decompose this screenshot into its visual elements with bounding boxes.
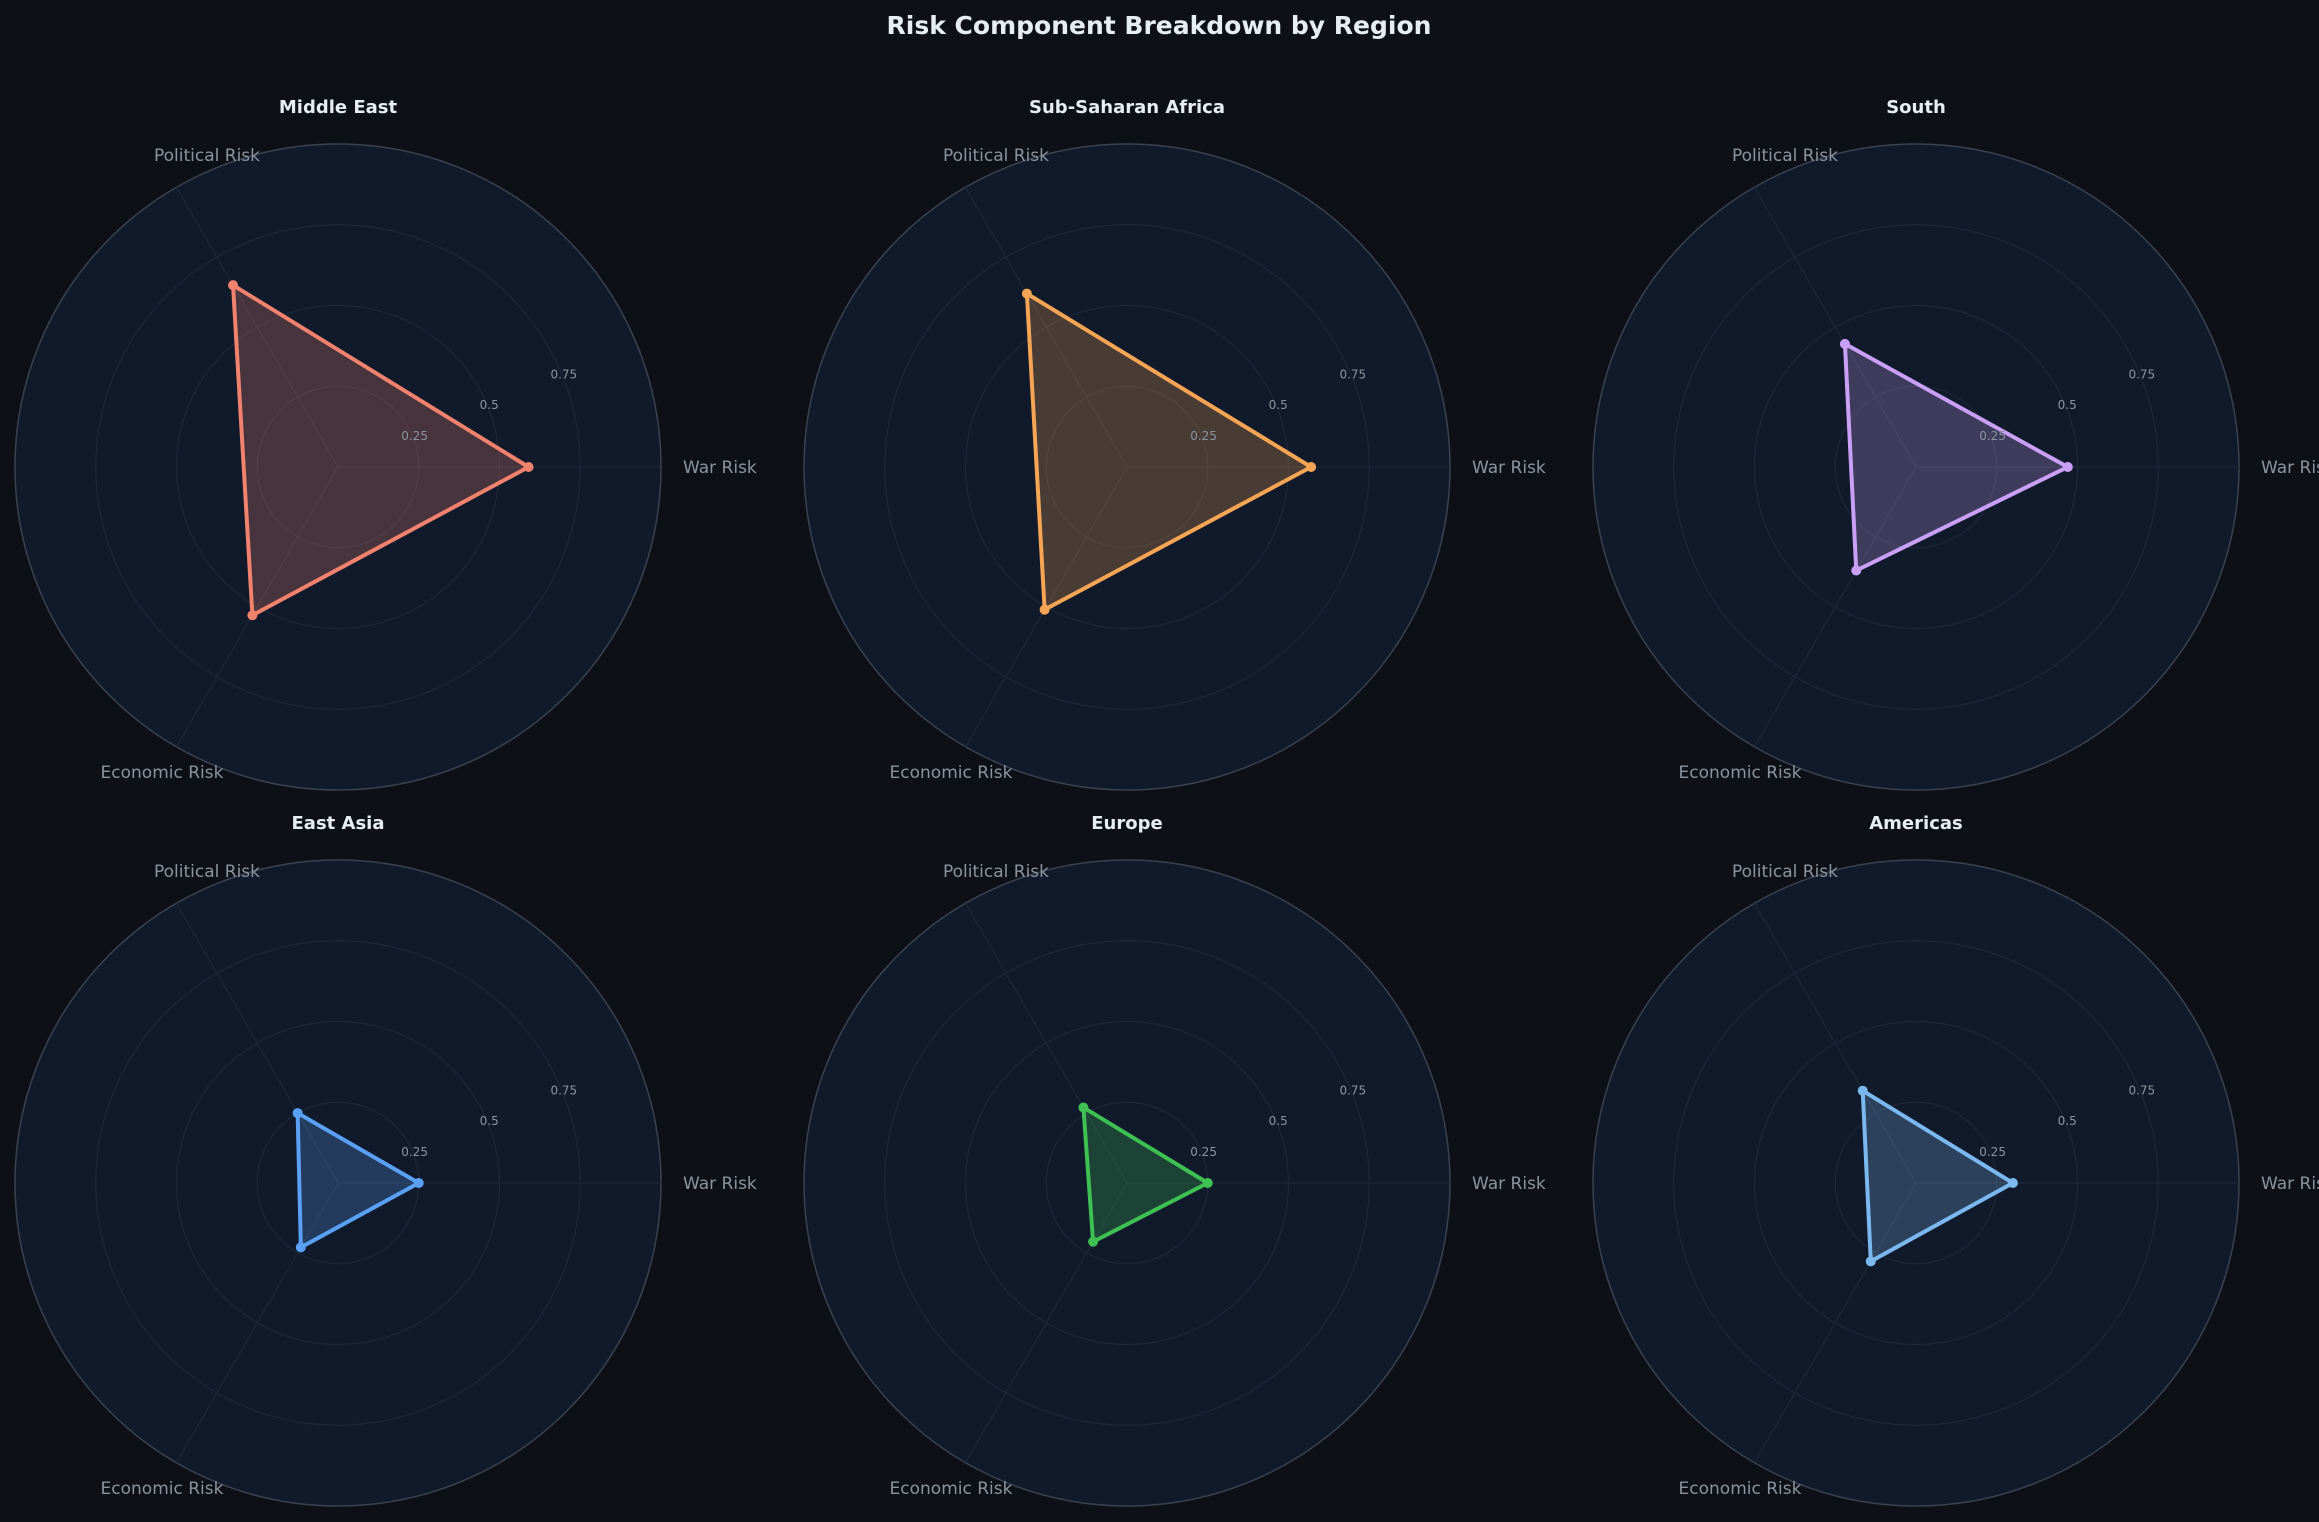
grid-spoke: [1753, 186, 1917, 468]
axis-label: Economic Risk: [1679, 763, 1802, 783]
grid-spoke: [964, 902, 1128, 1184]
axis-label: Political Risk: [154, 862, 260, 882]
r-tick-label: 0.5: [1269, 398, 1288, 412]
grid-spoke: [175, 1182, 339, 1464]
r-tick-label: 0.25: [1190, 429, 1217, 443]
panel-title: Middle East: [279, 97, 398, 118]
radar-panel: 0.25 0.5 0.75 War Risk Political Risk Economi…: [1592, 97, 2319, 791]
grid-spoke: [1753, 466, 1917, 748]
data-polygon: [1842, 341, 2070, 573]
figure-title: Risk Component Breakdown by Region: [887, 11, 1432, 40]
grid-spoke: [175, 466, 339, 748]
r-tick-label: 0.75: [550, 367, 577, 381]
radar-panel: 0.25 0.5 0.75 War Risk Political Risk Economi…: [14, 813, 757, 1507]
axis-label: Economic Risk: [890, 1479, 1013, 1499]
axis-label: War Risk: [683, 1174, 757, 1194]
r-tick-label: 0.75: [2128, 367, 2155, 381]
data-polygon: [1024, 291, 1314, 612]
panel-title: Sub-Saharan Africa: [1029, 97, 1225, 118]
r-tick-label: 0.25: [401, 429, 428, 443]
data-point: [523, 462, 534, 472]
r-tick-label: 0.75: [550, 1083, 577, 1097]
grid-spoke: [175, 902, 339, 1184]
data-point: [1839, 338, 1850, 349]
panel-title: East Asia: [292, 813, 385, 834]
r-tick-label: 0.25: [1190, 1145, 1217, 1159]
data-point: [1078, 1102, 1089, 1113]
data-polygon: [295, 1111, 421, 1250]
grid-spoke: [964, 186, 1128, 468]
r-tick-label: 0.75: [1339, 367, 1366, 381]
data-polygon: [1081, 1105, 1210, 1244]
axis-label: Economic Risk: [101, 763, 224, 783]
axis-label: War Risk: [1472, 458, 1546, 478]
data-point: [413, 1178, 424, 1188]
panel-title: Americas: [1869, 813, 1962, 834]
r-tick-label: 0.5: [480, 398, 499, 412]
axis-label: Political Risk: [1732, 862, 1838, 882]
data-point: [1865, 1256, 1876, 1267]
grid-spoke: [964, 1182, 1128, 1464]
panel-title: South: [1886, 97, 1946, 118]
data-point: [1306, 462, 1317, 472]
data-point: [1088, 1236, 1099, 1247]
radar-panel: 0.25 0.5 0.75 War Risk Political Risk Economi…: [1592, 813, 2319, 1507]
axis-label: Economic Risk: [890, 763, 1013, 783]
radar-panel: 0.25 0.5 0.75 War Risk Political Risk Economi…: [14, 97, 757, 791]
data-point: [1857, 1085, 1868, 1096]
data-polygon: [1860, 1088, 2015, 1264]
r-tick-label: 0.25: [401, 1145, 428, 1159]
data-point: [295, 1242, 306, 1253]
axis-label: War Risk: [683, 458, 757, 478]
axis-label: Economic Risk: [1679, 1479, 1802, 1499]
data-point: [1039, 604, 1050, 615]
axis-label: Economic Risk: [101, 1479, 224, 1499]
axis-label: Political Risk: [943, 862, 1049, 882]
data-point: [1202, 1178, 1213, 1188]
axis-label: Political Risk: [1732, 146, 1838, 166]
data-point: [2062, 462, 2073, 472]
panel-title: Europe: [1091, 813, 1162, 834]
r-tick-label: 0.5: [2058, 1114, 2077, 1128]
axis-label: War Risk: [2261, 1174, 2319, 1194]
grid-spoke: [175, 186, 339, 468]
data-point: [2007, 1178, 2018, 1188]
axis-label: Political Risk: [943, 146, 1049, 166]
r-tick-label: 0.5: [2058, 398, 2077, 412]
r-tick-label: 0.75: [1339, 1083, 1366, 1097]
data-point: [1021, 288, 1032, 299]
r-tick-label: 0.5: [1269, 1114, 1288, 1128]
data-point: [292, 1108, 303, 1119]
radar-panel: 0.25 0.5 0.75 War Risk Political Risk Economi…: [803, 813, 1546, 1507]
data-point: [247, 610, 258, 621]
grid-spoke: [1753, 1182, 1917, 1464]
axis-label: Political Risk: [154, 146, 260, 166]
r-tick-label: 0.25: [1979, 429, 2006, 443]
grid-spoke: [1753, 902, 1917, 1184]
data-point: [1851, 565, 1862, 576]
r-tick-label: 0.5: [480, 1114, 499, 1128]
radar-panels: 0.25 0.5 0.75 War Risk Political Risk Economi…: [14, 97, 2319, 1507]
axis-label: War Risk: [2261, 458, 2319, 478]
data-point: [228, 280, 239, 291]
axis-label: War Risk: [1472, 1174, 1546, 1194]
r-tick-label: 0.75: [2128, 1083, 2155, 1097]
radar-panel: 0.25 0.5 0.75 War Risk Political Risk Economi…: [803, 97, 1546, 791]
data-polygon: [231, 283, 531, 618]
r-tick-label: 0.25: [1979, 1145, 2006, 1159]
